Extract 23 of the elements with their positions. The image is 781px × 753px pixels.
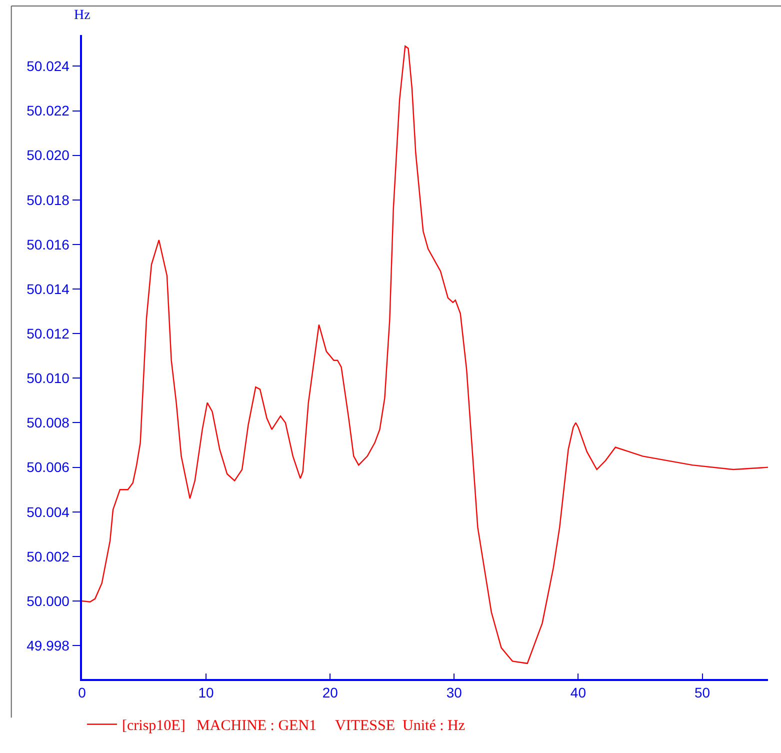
y-tick-label: 50.008 <box>26 414 70 431</box>
legend-label: [crisp10E] MACHINE : GEN1 VITESSE Unité : Hz <box>122 718 466 734</box>
y-tick-label: 50.000 <box>26 592 70 609</box>
y-tick-label: 50.014 <box>26 280 70 297</box>
y-tick-label: 49.998 <box>26 637 70 654</box>
y-tick-label: 50.012 <box>26 326 70 342</box>
line-series <box>82 46 768 664</box>
x-tick-label: 20 <box>322 684 338 701</box>
y-tick-label: 50.018 <box>26 192 70 208</box>
y-tick-label: 50.022 <box>26 102 70 119</box>
y-tick-label: 50.016 <box>26 236 70 252</box>
y-axis-title: Hz <box>74 8 90 23</box>
y-tick-label: 50.002 <box>26 548 70 564</box>
x-tick-label: 10 <box>198 684 214 701</box>
x-tick-label: 0 <box>78 684 86 701</box>
x-tick-label: 50 <box>694 684 710 701</box>
x-tick-label: 40 <box>570 684 586 701</box>
y-tick-label: 50.006 <box>26 459 70 476</box>
x-tick-label: 30 <box>446 684 462 701</box>
y-tick-label: 50.024 <box>26 58 70 74</box>
y-tick-label: 50.020 <box>26 147 70 164</box>
y-tick-label: 50.004 <box>26 504 70 520</box>
y-tick-label: 50.010 <box>26 370 70 386</box>
